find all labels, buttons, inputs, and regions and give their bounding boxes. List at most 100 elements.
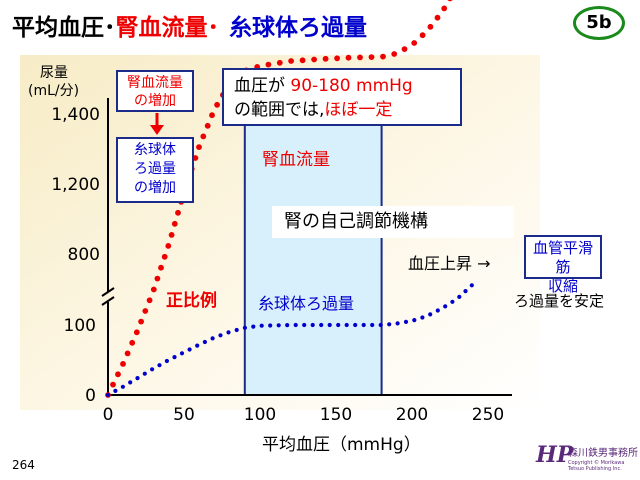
series-1-dot: [196, 144, 202, 151]
page-number: 264: [12, 458, 35, 472]
gfr-curve-label: 糸球体ろ過量: [258, 294, 355, 313]
y-tick-label: 0: [85, 386, 96, 406]
series-2-dot: [105, 392, 111, 398]
gfr-increase-box: 糸球体 ろ過量 の増加: [116, 137, 194, 203]
page-title: 平均血圧･腎血流量･ 糸球体ろ過量: [12, 8, 367, 42]
series-2-dot: [435, 308, 440, 313]
series-1-dot: [175, 209, 181, 216]
series-2-dot: [403, 319, 409, 324]
range-band: [243, 124, 383, 396]
series-1-dot: [265, 61, 272, 68]
series-2-dot: [469, 283, 474, 288]
x-tick-label: 250: [472, 405, 504, 425]
proportional-label: 正比例: [166, 291, 217, 311]
x-axis-label: 平均血圧（mmHg）: [262, 435, 421, 455]
y-axis-label-line2: (mL/分): [28, 83, 80, 99]
series-2-dot: [202, 339, 207, 345]
series-2-dot: [361, 322, 366, 328]
series-1-dot: [391, 51, 398, 57]
vsm-contraction-box: 血管平滑筋 収縮: [524, 235, 602, 295]
series-2-dot: [135, 376, 140, 381]
series-1-dot: [401, 46, 408, 52]
y-tick-label: 1,200: [51, 175, 100, 195]
series-1-dot: [288, 58, 294, 64]
series-1-dot: [334, 55, 340, 62]
range-note-emphasis: ほぼ一定: [324, 100, 393, 120]
gfr-increase-line1: 糸球体: [134, 142, 176, 158]
series-1-dot: [200, 133, 207, 140]
series-1-dot: [171, 220, 178, 227]
series-1-dot: [299, 57, 306, 64]
renal-flow-increase-line2: の増加: [134, 93, 176, 109]
down-arrow-icon: [150, 113, 164, 135]
publisher-mark: HP: [536, 442, 574, 468]
series-2-dot: [428, 312, 433, 317]
gfr-increase-line3: の増加: [134, 180, 176, 196]
series-1-dot: [129, 339, 136, 346]
range-note-line1: 血圧が 90-180 mmHg: [234, 76, 413, 96]
x-tick-label: 0: [103, 405, 114, 425]
series-2-dot: [457, 294, 462, 299]
y-tick-label: 1,400: [51, 105, 100, 125]
series-2-dot: [226, 330, 231, 335]
series-2-dot: [378, 322, 383, 328]
series-1-dot: [150, 286, 157, 293]
y-tick-label: 800: [68, 245, 100, 265]
series-2-dot: [395, 321, 400, 326]
series-2-dot: [195, 343, 200, 348]
series-2-dot: [370, 322, 375, 328]
series-1-dot: [168, 232, 175, 238]
series-2-dot: [302, 322, 307, 328]
series-1-dot: [447, 0, 453, 2]
y-tick-label: 100: [64, 316, 96, 336]
series-2-dot: [412, 318, 417, 323]
series-2-dot: [179, 351, 185, 356]
series-2-dot: [344, 322, 349, 328]
series-2-dot: [142, 371, 147, 376]
series-2-dot: [242, 325, 247, 330]
series-2-dot: [310, 322, 315, 328]
axis-break-mark-2: [101, 287, 115, 297]
series-2-dot: [187, 347, 192, 352]
series-1-dot: [411, 40, 418, 46]
range-note-box: 血圧が 90-180 mmHg の範囲では,ほぼ一定: [222, 68, 462, 126]
series-1-dot: [146, 297, 153, 304]
series-2-dot: [120, 384, 125, 389]
series-1-dot: [209, 112, 215, 119]
bp-rise-label: 血圧上昇 →: [408, 254, 491, 273]
series-1-dot: [120, 361, 126, 367]
series-2-dot: [420, 315, 425, 320]
x-tick-label: 50: [173, 405, 195, 425]
series-1-dot: [161, 253, 168, 260]
series-2-dot: [172, 355, 177, 360]
slide-number-badge: 5b: [573, 6, 625, 40]
series-2-dot: [164, 358, 169, 364]
renal-flow-curve-label: 腎血流量: [262, 150, 330, 170]
y-axis-label-line1: 尿量: [40, 65, 68, 81]
series-2-dot: [450, 299, 455, 304]
title-part-bp: 平均血圧･: [12, 15, 116, 41]
vsm-contraction-line2: 収縮: [547, 277, 578, 295]
series-2-dot: [268, 323, 273, 328]
series-1-dot: [115, 371, 121, 378]
renal-flow-increase-box: 腎血流量 の増加: [116, 70, 194, 112]
series-1-dot: [110, 381, 116, 388]
range-note-value: 90-180 mmHg: [290, 76, 413, 96]
series-2-dot: [319, 322, 324, 328]
title-part-gfr: 糸球体ろ過量: [229, 15, 367, 41]
series-2-dot: [234, 327, 239, 333]
series-1-dot: [165, 243, 172, 249]
series-1-dot: [311, 56, 317, 63]
publisher-copyright: Copyright © Morikawa Tetsuo Publishing I…: [568, 460, 625, 472]
series-1-dot: [368, 54, 375, 60]
series-1-dot: [154, 275, 161, 282]
series-2-dot: [336, 322, 341, 328]
series-2-dot: [218, 333, 223, 338]
series-1-dot: [142, 308, 149, 314]
series-2-dot: [128, 380, 133, 385]
series-1-dot: [214, 101, 221, 108]
series-2-dot: [463, 289, 468, 294]
vsm-contraction-line1: 血管平滑筋: [532, 239, 593, 276]
x-tick-label: 200: [396, 405, 428, 425]
series-2-dot: [443, 304, 448, 309]
